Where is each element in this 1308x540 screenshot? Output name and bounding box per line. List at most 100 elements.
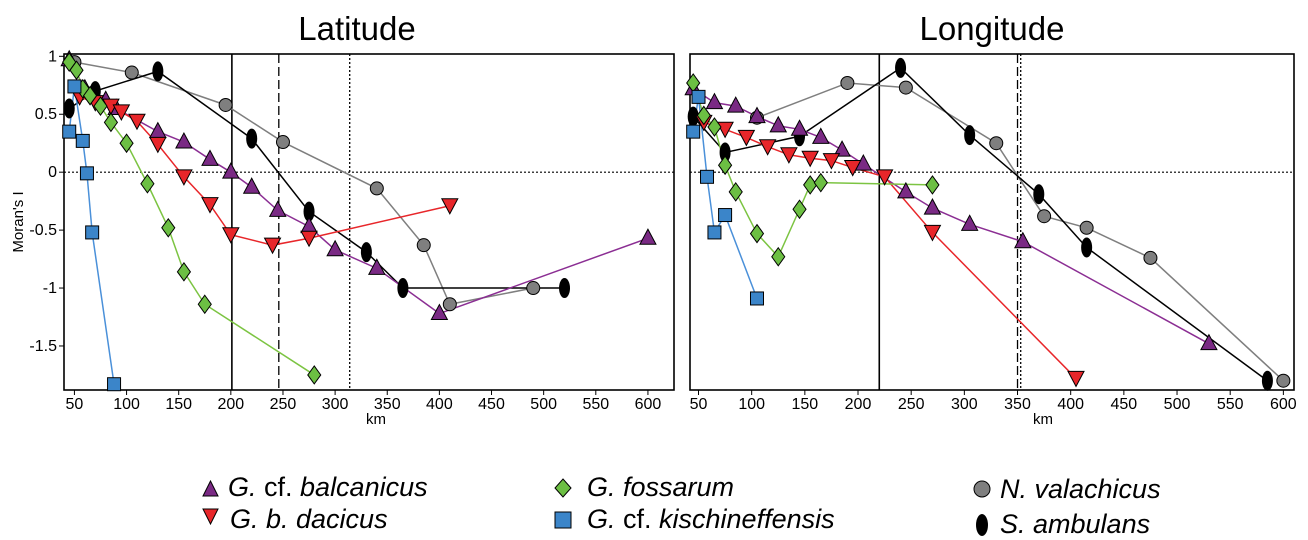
data-point-balcanicus (222, 162, 240, 179)
data-point-fossarum (696, 105, 711, 126)
data-point-dacicus (875, 169, 894, 186)
legend-item-balcanicus: G. cf. balcanicus (202, 472, 428, 502)
series-line-valachicus (756, 82, 1284, 382)
x-tick-label: 150 (791, 396, 818, 413)
data-point-valachicus (989, 136, 1004, 151)
y-tick-label: 0.5 (35, 106, 57, 123)
legend-label-kischineffensis: G. cf. kischineffensis (587, 504, 835, 534)
data-point-dacicus (112, 104, 131, 121)
data-point-kischineffensis (686, 124, 701, 139)
data-point-kischineffensis (107, 377, 122, 392)
data-point-valachicus (124, 65, 139, 80)
legend-item-dacicus: G. b. dacicus (202, 504, 388, 534)
data-point-ambulans (559, 278, 571, 299)
data-point-valachicus (898, 80, 913, 95)
data-point-kischineffensis (62, 124, 77, 139)
legend-label-ambulans: S. ambulans (1000, 509, 1150, 539)
x-tick-label: 450 (478, 396, 505, 413)
data-point-kischineffensis (691, 89, 706, 104)
x-tick-label: 400 (426, 396, 453, 413)
data-point-dacicus (128, 113, 146, 131)
data-point-balcanicus (833, 140, 851, 157)
legend-marker-diamond (554, 478, 572, 498)
x-tick-label: 250 (898, 396, 925, 413)
data-point-balcanicus (149, 121, 167, 139)
data-point-valachicus (369, 181, 384, 196)
data-point-dacicus (149, 136, 167, 154)
x-tick-label: 100 (738, 396, 765, 413)
x-tick-label: 250 (270, 396, 297, 413)
x-tick-label: 500 (530, 396, 557, 413)
y-tick-label: 0 (48, 164, 57, 181)
data-point-balcanicus (726, 96, 745, 113)
series-line-balcanicus (68, 59, 649, 315)
x-tick-label: 500 (1164, 396, 1191, 413)
data-point-kischineffensis (700, 169, 715, 184)
x-tick-label: 600 (635, 396, 662, 413)
legend-item-kischineffensis: G. cf. kischineffensis (554, 504, 835, 534)
data-point-valachicus (275, 135, 290, 150)
data-point-ambulans (964, 125, 976, 146)
plot-frame (689, 53, 1295, 391)
legend-label-kischineffensis-species: kischineffensis (659, 504, 835, 534)
data-point-balcanicus (430, 303, 449, 321)
x-tick-label: 350 (374, 396, 401, 413)
latitude-panel: 50 100 150 200 250 300 350 400 450 500 550 600 1 0.5 0… (29, 48, 675, 413)
data-point-fossarum (803, 175, 818, 195)
data-point-valachicus (840, 75, 855, 90)
data-point-balcanicus (326, 239, 344, 257)
y-tick-label: 1 (48, 48, 57, 65)
data-point-balcanicus (300, 216, 318, 234)
data-point-balcanicus (242, 177, 261, 194)
x-tick-label: 300 (322, 396, 349, 413)
series-line-ambulans (692, 66, 1268, 382)
data-point-dacicus (716, 121, 734, 139)
data-point-balcanicus (268, 200, 287, 217)
data-point-valachicus (526, 281, 541, 296)
longitude-panel: 50 100 150 200 250 300 350 400 450 500 550 600 (684, 53, 1297, 413)
data-point-ambulans (303, 201, 315, 222)
data-point-dacicus (222, 227, 240, 244)
data-point-fossarum (925, 175, 940, 195)
x-tick-label: 350 (1004, 396, 1031, 413)
data-point-dacicus (801, 150, 819, 168)
y-axis-label: Moran's I (10, 191, 27, 252)
x-axis-label-longitude: km (1033, 411, 1053, 428)
x-tick-label: 50 (66, 396, 84, 413)
legend-marker-triangle-up (202, 479, 219, 497)
data-point-ambulans (719, 142, 731, 163)
data-point-balcanicus (897, 181, 915, 199)
legend-marker-circle (973, 480, 991, 498)
series-line-valachicus (74, 61, 534, 306)
data-point-fossarum (749, 223, 765, 244)
data-point-fossarum (103, 112, 119, 133)
data-point-balcanicus (769, 115, 788, 133)
data-point-fossarum (728, 182, 743, 202)
legend-item-valachicus: N. valachicus (973, 474, 1161, 504)
data-point-dacicus (263, 237, 282, 255)
data-point-ambulans (1033, 184, 1045, 205)
x-tick-label: 150 (165, 396, 192, 413)
legend-marker-triangle-down (202, 508, 219, 526)
legend: G. cf. balcanicus G. b. dacicus G. fossa… (202, 472, 1161, 539)
data-point-dacicus (923, 224, 942, 242)
data-point-ambulans (246, 128, 258, 149)
data-point-balcanicus (1014, 231, 1032, 249)
legend-label-fossarum: G. fossarum (587, 472, 734, 502)
data-point-kischineffensis (67, 79, 82, 94)
data-point-balcanicus (705, 92, 724, 110)
data-point-fossarum (82, 85, 98, 106)
data-point-valachicus (442, 297, 457, 312)
legend-item-ambulans: S. ambulans (976, 509, 1150, 539)
data-point-dacicus (737, 129, 756, 147)
legend-label-balcanicus-qualifier: cf. (257, 472, 301, 502)
data-point-balcanicus (639, 228, 657, 245)
legend-label-dacicus: G. b. dacicus (230, 504, 388, 534)
legend-label-valachicus: N. valachicus (1000, 474, 1161, 504)
data-point-ambulans (397, 278, 409, 299)
data-point-balcanicus (811, 127, 830, 144)
data-point-balcanicus (790, 119, 809, 136)
data-point-valachicus (1143, 250, 1158, 265)
x-tick-label: 100 (113, 396, 140, 413)
